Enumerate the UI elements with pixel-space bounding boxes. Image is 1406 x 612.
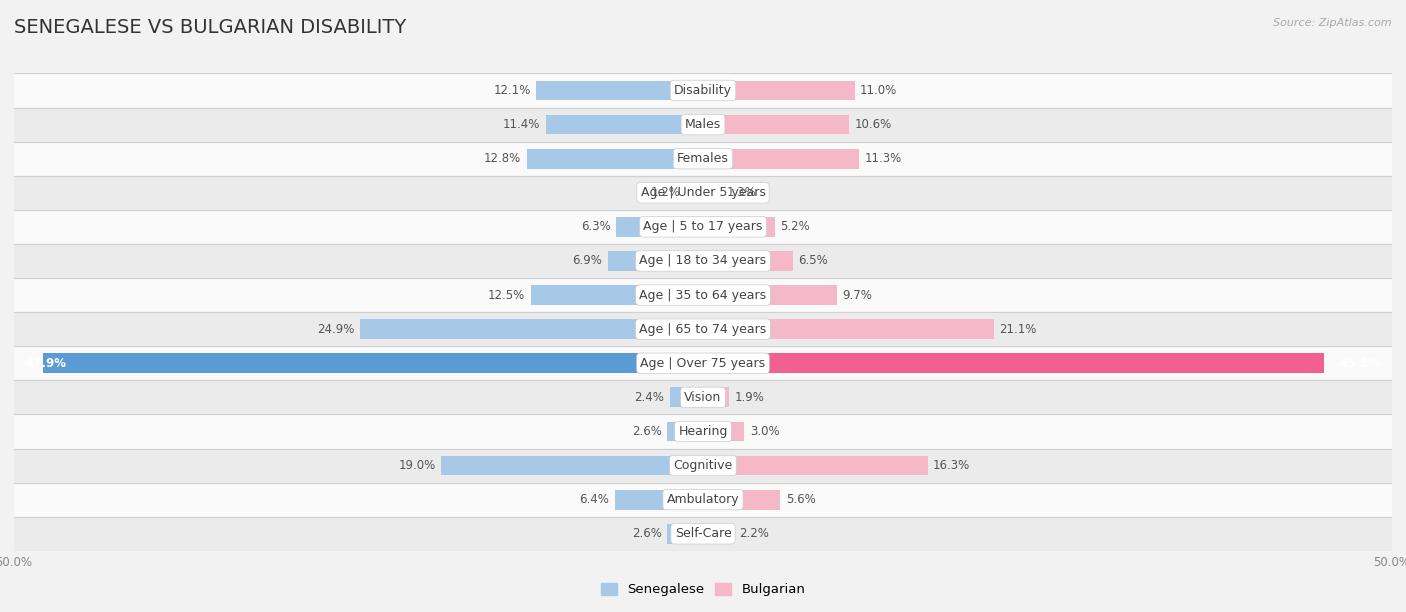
Bar — [703, 81, 855, 100]
Text: 1.9%: 1.9% — [735, 391, 765, 404]
Bar — [703, 251, 793, 271]
Text: 2.6%: 2.6% — [631, 425, 662, 438]
Text: 2.6%: 2.6% — [631, 528, 662, 540]
Text: 16.3%: 16.3% — [934, 459, 970, 472]
Bar — [44, 353, 703, 373]
Bar — [607, 251, 703, 271]
Bar — [668, 524, 703, 543]
Bar — [703, 285, 837, 305]
Text: Disability: Disability — [673, 84, 733, 97]
Bar — [14, 244, 1392, 278]
Bar — [360, 319, 703, 339]
Text: 11.3%: 11.3% — [865, 152, 901, 165]
Bar — [14, 517, 1392, 551]
Bar — [14, 414, 1392, 449]
Bar — [14, 73, 1392, 108]
Bar — [669, 387, 703, 407]
Bar — [686, 183, 703, 203]
Bar — [14, 312, 1392, 346]
Bar — [536, 81, 703, 100]
Legend: Senegalese, Bulgarian: Senegalese, Bulgarian — [596, 578, 810, 602]
Bar — [703, 114, 849, 135]
Text: Males: Males — [685, 118, 721, 131]
Text: 12.5%: 12.5% — [488, 289, 526, 302]
Text: 45.1%: 45.1% — [1340, 357, 1381, 370]
Text: 1.2%: 1.2% — [651, 186, 681, 200]
Bar — [703, 490, 780, 510]
Bar — [703, 422, 744, 441]
Bar — [616, 217, 703, 237]
Bar — [441, 456, 703, 476]
Text: 6.5%: 6.5% — [799, 255, 828, 267]
Bar — [703, 149, 859, 168]
Text: 6.9%: 6.9% — [572, 255, 602, 267]
Bar — [703, 387, 730, 407]
Bar — [14, 141, 1392, 176]
Text: Source: ZipAtlas.com: Source: ZipAtlas.com — [1274, 18, 1392, 28]
Bar — [14, 176, 1392, 210]
Text: 1.3%: 1.3% — [727, 186, 756, 200]
Text: 2.4%: 2.4% — [634, 391, 665, 404]
Bar — [14, 278, 1392, 312]
Text: 11.4%: 11.4% — [503, 118, 540, 131]
Text: Age | Under 5 years: Age | Under 5 years — [641, 186, 765, 200]
Text: 21.1%: 21.1% — [1000, 323, 1036, 335]
Text: 2.2%: 2.2% — [738, 528, 769, 540]
Bar — [546, 114, 703, 135]
Text: 3.0%: 3.0% — [749, 425, 779, 438]
Text: 10.6%: 10.6% — [855, 118, 891, 131]
Text: 19.0%: 19.0% — [398, 459, 436, 472]
Text: 24.9%: 24.9% — [316, 323, 354, 335]
Bar — [668, 422, 703, 441]
Text: 5.2%: 5.2% — [780, 220, 810, 233]
Bar — [703, 319, 994, 339]
Bar — [14, 483, 1392, 517]
Bar — [703, 217, 775, 237]
Text: Self-Care: Self-Care — [675, 528, 731, 540]
Bar — [14, 210, 1392, 244]
Text: Age | 35 to 64 years: Age | 35 to 64 years — [640, 289, 766, 302]
Text: Age | 5 to 17 years: Age | 5 to 17 years — [644, 220, 762, 233]
Text: 9.7%: 9.7% — [842, 289, 872, 302]
Text: Cognitive: Cognitive — [673, 459, 733, 472]
Text: Females: Females — [678, 152, 728, 165]
Bar — [703, 353, 1324, 373]
Text: Age | Over 75 years: Age | Over 75 years — [641, 357, 765, 370]
Text: Ambulatory: Ambulatory — [666, 493, 740, 506]
Bar — [531, 285, 703, 305]
Bar — [14, 449, 1392, 483]
Bar — [14, 346, 1392, 380]
Text: Age | 65 to 74 years: Age | 65 to 74 years — [640, 323, 766, 335]
Text: Age | 18 to 34 years: Age | 18 to 34 years — [640, 255, 766, 267]
Text: 6.3%: 6.3% — [581, 220, 610, 233]
Text: 12.1%: 12.1% — [494, 84, 531, 97]
Text: 47.9%: 47.9% — [25, 357, 66, 370]
Bar — [614, 490, 703, 510]
Text: Hearing: Hearing — [678, 425, 728, 438]
Text: 5.6%: 5.6% — [786, 493, 815, 506]
Bar — [14, 380, 1392, 414]
Bar — [14, 108, 1392, 141]
Bar — [703, 183, 721, 203]
Text: Vision: Vision — [685, 391, 721, 404]
Bar — [703, 524, 734, 543]
Bar — [527, 149, 703, 168]
Text: 12.8%: 12.8% — [484, 152, 522, 165]
Text: 6.4%: 6.4% — [579, 493, 609, 506]
Text: 11.0%: 11.0% — [860, 84, 897, 97]
Text: SENEGALESE VS BULGARIAN DISABILITY: SENEGALESE VS BULGARIAN DISABILITY — [14, 18, 406, 37]
Bar — [703, 456, 928, 476]
